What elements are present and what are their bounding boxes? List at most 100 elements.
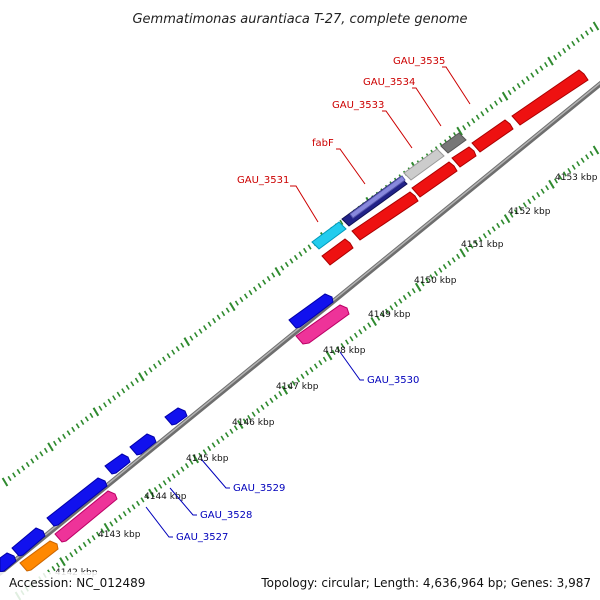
gene-label-gau-3534[interactable]: GAU_3534 — [363, 77, 415, 88]
tick-mark — [442, 263, 447, 270]
gene-arrow[interactable] — [511, 69, 589, 126]
gene-arrow[interactable] — [0, 552, 17, 573]
tick-mark — [211, 442, 216, 448]
tick-mark — [157, 360, 162, 366]
tick-label: 4148 kbp — [323, 346, 366, 356]
tick-mark — [134, 377, 139, 383]
tick-mark — [287, 384, 292, 390]
tick-mark — [220, 435, 225, 441]
tick-mark — [203, 325, 208, 331]
tick-mark — [175, 346, 180, 352]
gene-label-fabf[interactable]: fabF — [312, 138, 334, 149]
gene-label-gau-3528[interactable]: GAU_3528 — [200, 510, 252, 521]
tick-mark — [189, 459, 194, 465]
tick-mark — [575, 37, 580, 43]
gene-arrow[interactable] — [451, 146, 477, 168]
tick-mark — [140, 497, 145, 503]
tick-mark — [281, 385, 289, 395]
tick-mark — [278, 390, 283, 397]
tick-mark — [89, 412, 94, 419]
gene-arrow[interactable] — [19, 540, 59, 572]
gene-arrow[interactable] — [104, 453, 131, 475]
tick-mark — [367, 322, 372, 328]
tick-mark — [580, 157, 585, 163]
tick-label: 4145 kbp — [186, 454, 229, 464]
tick-mark — [469, 243, 474, 249]
tick-mark — [216, 314, 221, 320]
gene-label-gau-3535[interactable]: GAU_3535 — [393, 56, 445, 67]
tick-mark — [380, 312, 385, 318]
gene-label-gau-3530[interactable]: GAU_3530 — [367, 375, 419, 386]
gene-arrow[interactable] — [349, 175, 406, 219]
tick-mark — [78, 545, 83, 551]
tick-mark — [30, 458, 35, 464]
tick-mark — [153, 363, 157, 369]
gene-arrow[interactable] — [295, 304, 350, 345]
tick-mark — [475, 114, 480, 120]
topology-text: Topology: circular; Length: 4,636,964 bp… — [260, 576, 591, 590]
gene-arrow[interactable] — [11, 527, 46, 557]
tick-mark — [500, 219, 505, 225]
gene-arrow[interactable] — [321, 238, 354, 266]
tick-mark — [478, 236, 483, 242]
tick-mark — [482, 233, 487, 239]
tick-mark — [91, 535, 96, 541]
tick-mark — [167, 476, 172, 483]
tick-mark — [325, 351, 333, 361]
tick-mark — [21, 465, 26, 471]
tick-mark — [339, 219, 344, 226]
tick-label: 4146 kbp — [232, 418, 275, 428]
gene-arrow[interactable] — [129, 433, 157, 456]
gene-label-gau-3531[interactable]: GAU_3531 — [237, 175, 289, 186]
gene-arrow[interactable] — [46, 477, 108, 527]
tick-mark — [12, 472, 17, 478]
gene-arrow[interactable] — [351, 191, 419, 241]
gene-arrow[interactable] — [164, 407, 188, 426]
tick-mark — [82, 541, 87, 548]
gene-arrow[interactable] — [311, 221, 347, 250]
tick-mark — [69, 552, 74, 558]
tick-mark — [242, 418, 247, 424]
tick-mark — [107, 398, 112, 404]
tick-mark — [362, 325, 367, 332]
gene-label-gau-3529[interactable]: GAU_3529 — [233, 483, 285, 494]
tick-mark — [336, 346, 341, 352]
tick-mark — [234, 300, 239, 306]
tick-mark — [473, 239, 478, 246]
tick-mark — [545, 185, 550, 191]
tick-mark — [116, 391, 121, 397]
tick-mark — [162, 480, 167, 486]
gene-arrow[interactable] — [440, 132, 467, 154]
tick-mark — [289, 258, 294, 264]
tick-mark — [567, 167, 572, 174]
tick-mark — [144, 493, 149, 500]
tick-mark — [39, 451, 44, 457]
gene-arrow[interactable] — [288, 293, 334, 329]
accession-text: Accession: NC_012489 — [9, 576, 145, 590]
tick-mark — [465, 246, 470, 253]
tick-mark — [433, 270, 438, 277]
gene-arrow[interactable] — [403, 148, 445, 181]
gene-label-gau-3533[interactable]: GAU_3533 — [332, 100, 384, 111]
tick-mark — [257, 282, 262, 289]
tick-mark — [271, 272, 276, 278]
tick-mark — [512, 86, 517, 92]
tick-mark — [183, 337, 191, 347]
tick-mark — [229, 302, 236, 312]
tick-mark — [544, 61, 548, 68]
tick-mark — [198, 452, 203, 458]
tick-mark — [75, 423, 80, 429]
gene-arrow[interactable] — [411, 161, 458, 198]
gene-arrow[interactable] — [54, 490, 118, 543]
tick-mark — [548, 179, 555, 189]
gene-label-gau-3527[interactable]: GAU_3527 — [176, 532, 228, 543]
tick-mark — [176, 469, 181, 476]
tick-mark — [207, 445, 212, 452]
tick-mark — [562, 171, 567, 177]
tick-mark — [127, 507, 132, 513]
tick-mark — [100, 528, 105, 534]
tick-mark — [438, 267, 443, 273]
tick-mark — [1, 477, 9, 487]
tick-mark — [180, 342, 185, 348]
gene-arrow[interactable] — [471, 119, 514, 153]
